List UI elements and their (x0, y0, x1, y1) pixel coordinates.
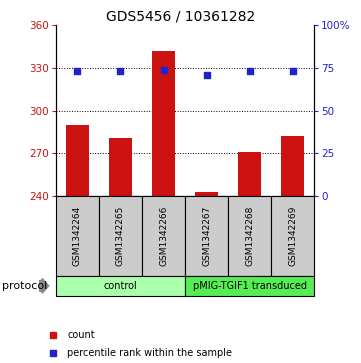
Bar (228, 196, 271, 276)
Point (75, 69, 81, 74)
Bar (238, 152, 261, 196)
Bar (152, 51, 175, 196)
Text: GDS5456 / 10361282: GDS5456 / 10361282 (106, 9, 255, 23)
Bar (271, 196, 314, 276)
Bar (142, 196, 185, 276)
Bar (281, 136, 304, 196)
Text: GSM1342268: GSM1342268 (245, 206, 254, 266)
Text: pMIG-TGIF1 transduced: pMIG-TGIF1 transduced (192, 281, 306, 291)
Bar (185, 276, 314, 296)
Bar (195, 192, 218, 196)
Text: GSM1342266: GSM1342266 (159, 206, 168, 266)
FancyArrow shape (40, 279, 49, 293)
Bar (56, 196, 99, 276)
Point (247, 69, 252, 74)
Bar (99, 196, 142, 276)
Point (50, 350, 56, 356)
Bar (66, 125, 89, 196)
Text: control: control (104, 281, 137, 291)
Text: protocol: protocol (2, 281, 47, 291)
Bar (185, 196, 228, 276)
Point (161, 67, 166, 73)
Text: GSM1342267: GSM1342267 (202, 206, 211, 266)
Point (290, 69, 295, 74)
Point (118, 69, 123, 74)
Text: GSM1342264: GSM1342264 (73, 206, 82, 266)
Text: count: count (67, 330, 95, 340)
Bar (56, 276, 185, 296)
Text: percentile rank within the sample: percentile rank within the sample (67, 348, 232, 358)
Text: GSM1342269: GSM1342269 (288, 206, 297, 266)
Point (50, 332, 56, 338)
Text: GSM1342265: GSM1342265 (116, 206, 125, 266)
Bar (109, 138, 132, 196)
Point (204, 72, 209, 78)
